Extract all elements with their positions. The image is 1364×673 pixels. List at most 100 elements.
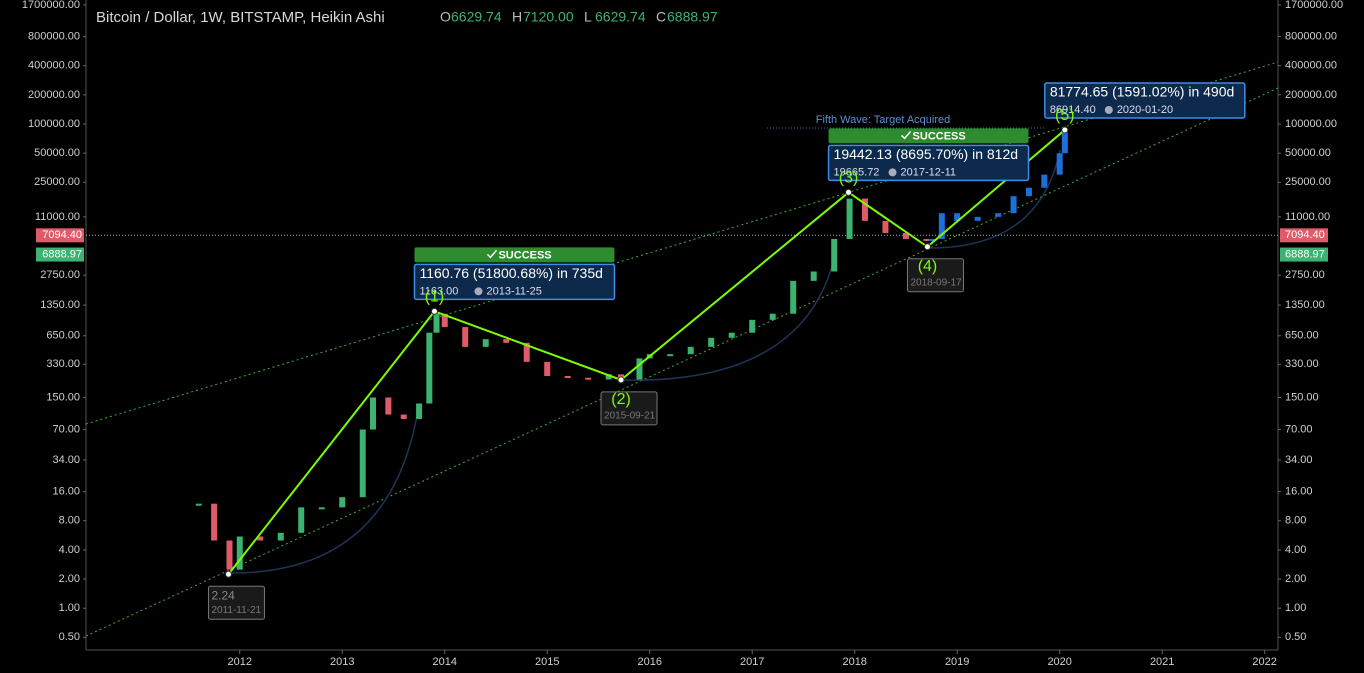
y-tick-label: 1700000.00 bbox=[22, 0, 80, 11]
candle bbox=[790, 280, 797, 314]
y-tick-label: 0.50 bbox=[59, 631, 80, 643]
candle bbox=[810, 271, 817, 281]
x-tick-label: 2012 bbox=[227, 656, 251, 668]
x-tick-label: 2015 bbox=[535, 656, 559, 668]
y-tick-label: 800000.00 bbox=[1285, 31, 1337, 43]
wave-point bbox=[845, 188, 853, 196]
wave-line bbox=[227, 129, 1066, 575]
candle bbox=[482, 339, 489, 347]
wave-box bbox=[600, 391, 658, 426]
success-label: SUCCESS bbox=[498, 249, 551, 261]
clock-icon bbox=[888, 168, 897, 177]
candle bbox=[605, 374, 612, 380]
measure-text: 19442.13 (8695.70%) in 812d bbox=[834, 146, 1018, 162]
ohlc-value: 6888.97 bbox=[667, 9, 718, 25]
price-tag-label: 6888.97 bbox=[42, 248, 82, 260]
y-tick-label: 11000.00 bbox=[35, 211, 80, 223]
projection-bar bbox=[974, 216, 981, 221]
y-tick-label: 4.00 bbox=[1285, 544, 1306, 556]
candle bbox=[236, 536, 243, 570]
y-tick-label: 330.00 bbox=[46, 358, 80, 370]
wave-box bbox=[906, 258, 964, 293]
candle bbox=[400, 414, 407, 419]
arc bbox=[227, 409, 419, 574]
projection-bar bbox=[928, 238, 935, 241]
measure-box bbox=[827, 144, 1030, 182]
candle bbox=[195, 503, 202, 506]
wave-date: 2015-09-21 bbox=[604, 411, 656, 422]
wave-label: (3) bbox=[839, 170, 859, 187]
candle bbox=[667, 354, 674, 357]
x-tick-label: 2022 bbox=[1252, 656, 1276, 668]
ohlc-value: 6629.74 bbox=[595, 9, 646, 25]
check-icon bbox=[901, 130, 912, 140]
y-tick-label: 50000.00 bbox=[1285, 147, 1331, 159]
wave-value: 86914.40 bbox=[1050, 104, 1096, 116]
candle bbox=[831, 238, 838, 272]
candle bbox=[687, 346, 694, 355]
candle bbox=[708, 337, 715, 347]
wave-date: 2013-11-25 bbox=[486, 285, 541, 297]
projection-bar bbox=[938, 213, 945, 239]
projection-bar bbox=[1061, 130, 1068, 154]
candle bbox=[441, 313, 448, 328]
candle bbox=[902, 232, 909, 239]
y-tick-label: 100000.00 bbox=[1285, 118, 1337, 130]
wave-point bbox=[1061, 126, 1069, 134]
y-tick-label: 4.00 bbox=[59, 544, 80, 556]
candle bbox=[385, 397, 392, 415]
price-tag bbox=[36, 247, 84, 262]
y-tick-label: 400000.00 bbox=[28, 60, 80, 72]
wave-point bbox=[430, 307, 438, 315]
wave-label: (4) bbox=[918, 258, 938, 275]
candle bbox=[318, 507, 325, 510]
candle bbox=[769, 313, 776, 320]
y-tick-label: 200000.00 bbox=[28, 89, 80, 101]
candle bbox=[462, 327, 469, 347]
y-tick-label: 70.00 bbox=[52, 423, 80, 435]
arc bbox=[924, 149, 1061, 249]
y-tick-label: 650.00 bbox=[1285, 330, 1319, 342]
candle bbox=[861, 198, 868, 221]
y-tick-label: 70.00 bbox=[1285, 423, 1313, 435]
measure-box bbox=[413, 263, 616, 301]
wave-label: (2) bbox=[611, 391, 631, 408]
candle bbox=[226, 540, 233, 570]
y-tick-label: 16.00 bbox=[52, 486, 80, 498]
candle bbox=[749, 319, 756, 333]
y-tick-label: 25000.00 bbox=[34, 176, 80, 188]
y-tick-label: 150.00 bbox=[1285, 391, 1319, 403]
success-badge bbox=[828, 128, 1029, 144]
price-tag-label: 6888.97 bbox=[1285, 248, 1325, 260]
candle bbox=[728, 332, 735, 338]
y-tick-label: 0.50 bbox=[1285, 631, 1306, 643]
y-tick-label: 330.00 bbox=[1285, 358, 1319, 370]
ohlc-value: 6629.74 bbox=[451, 9, 502, 25]
candle bbox=[416, 403, 423, 419]
candle bbox=[523, 342, 530, 362]
wave-date: 2018-09-17 bbox=[910, 277, 962, 288]
price-tag bbox=[1280, 228, 1328, 243]
title: Bitcoin / Dollar, 1W, BITSTAMP, Heikin A… bbox=[96, 9, 385, 26]
y-tick-label: 800000.00 bbox=[28, 31, 80, 43]
candle bbox=[846, 198, 853, 239]
y-tick-label: 100000.00 bbox=[28, 118, 80, 130]
candle bbox=[339, 497, 346, 508]
wave-box bbox=[207, 585, 265, 620]
wave-label: (5) bbox=[1055, 107, 1075, 124]
y-tick-label: 1.00 bbox=[1285, 602, 1306, 614]
y-tick-label: 400000.00 bbox=[1285, 60, 1337, 72]
x-tick-label: 2016 bbox=[637, 656, 661, 668]
wave-point bbox=[224, 570, 232, 578]
price-tag-label: 7094.40 bbox=[42, 229, 82, 241]
candle bbox=[636, 358, 643, 380]
y-tick-label: 650.00 bbox=[46, 330, 80, 342]
y-tick-label: 150.00 bbox=[46, 391, 80, 403]
price-tag bbox=[36, 228, 84, 243]
y-tick-label: 2.00 bbox=[59, 573, 80, 585]
wave-point bbox=[617, 376, 625, 384]
y-tick-label: 1.00 bbox=[59, 602, 80, 614]
candle bbox=[211, 503, 218, 541]
x-tick-label: 2020 bbox=[1047, 656, 1071, 668]
measure-text: 81774.65 (1591.02%) in 490d bbox=[1050, 84, 1234, 100]
